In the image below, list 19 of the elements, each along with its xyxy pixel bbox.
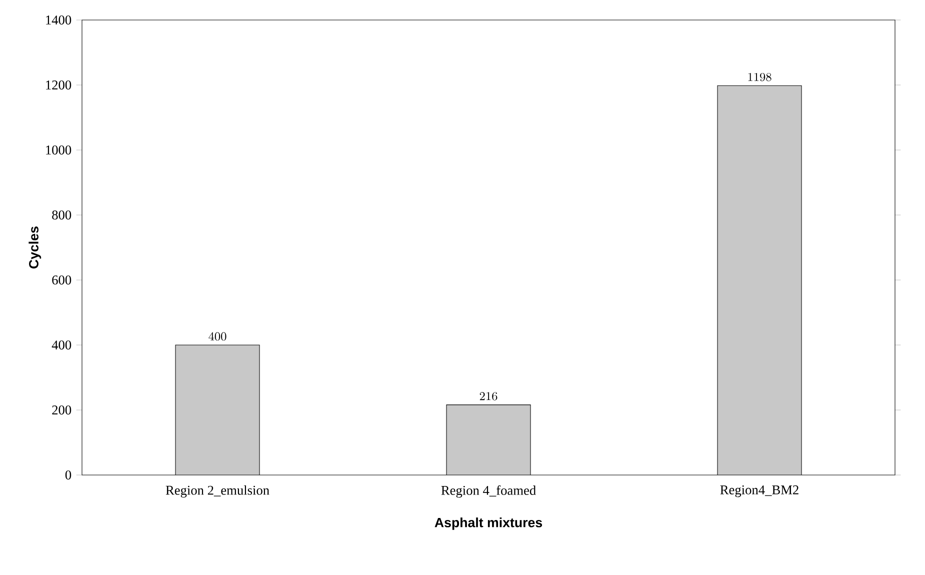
y-tick-label: 800 bbox=[52, 210, 72, 220]
x-tick-label: Region 4_foamed bbox=[441, 485, 536, 498]
data-label: 400 bbox=[208, 332, 226, 341]
data-label: 1198 bbox=[748, 72, 772, 82]
y-tick-label: 1200 bbox=[46, 80, 72, 90]
x-axis-title: Asphalt mixtures bbox=[434, 517, 542, 530]
y-axis-title: Cycles bbox=[28, 226, 42, 268]
x-tick-label: Region 2_emulsion bbox=[166, 485, 270, 498]
bar bbox=[717, 85, 802, 475]
x-tick-label: Region4_BM2 bbox=[720, 485, 798, 498]
bar bbox=[446, 404, 531, 475]
y-tick-label: 0 bbox=[65, 470, 72, 480]
y-tick-label: 600 bbox=[52, 276, 72, 284]
bar bbox=[175, 344, 260, 475]
y-tick-label: 1000 bbox=[46, 146, 72, 154]
y-tick-label: 1400 bbox=[46, 16, 72, 24]
y-tick-label: 200 bbox=[52, 406, 72, 414]
y-tick-label: 400 bbox=[52, 340, 72, 350]
data-label: 216 bbox=[480, 392, 498, 400]
